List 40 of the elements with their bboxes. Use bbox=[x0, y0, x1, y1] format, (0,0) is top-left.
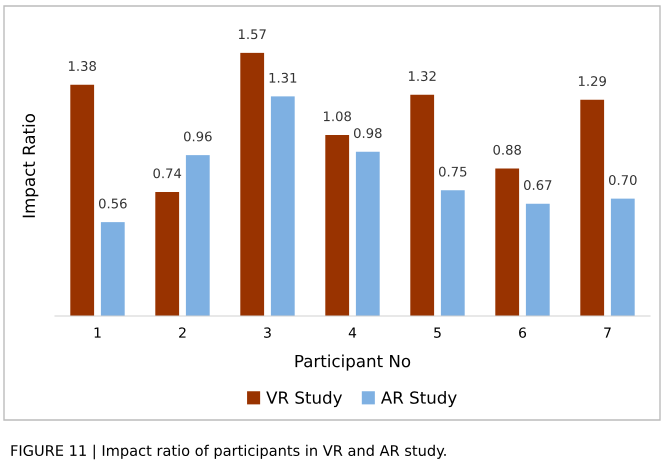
x-tick-label: 1 bbox=[94, 328, 101, 338]
data-label: 1.31 bbox=[270, 72, 296, 83]
data-label: 0.75 bbox=[438, 166, 466, 177]
data-label: 0.96 bbox=[184, 131, 212, 142]
bar bbox=[325, 134, 350, 316]
data-label: 0.56 bbox=[98, 198, 127, 208]
bar bbox=[610, 198, 635, 316]
data-label: 1.57 bbox=[238, 29, 266, 40]
bar bbox=[100, 222, 125, 316]
data-label: 1.08 bbox=[324, 111, 351, 122]
caption: FIGURE 11 | Impact ratio of participants in VR and AR study. bbox=[11, 444, 446, 460]
bar bbox=[356, 152, 380, 316]
data-label: 1.38 bbox=[68, 61, 96, 72]
x-tick-label: 2 bbox=[179, 327, 186, 338]
bar bbox=[186, 155, 210, 316]
bar bbox=[526, 204, 550, 316]
data-label: 1.32 bbox=[408, 71, 436, 82]
bar bbox=[70, 84, 94, 316]
legend-label: AR Study bbox=[380, 391, 457, 408]
bar bbox=[155, 192, 180, 316]
legend-label: VR Study bbox=[266, 391, 342, 408]
bar bbox=[410, 94, 434, 316]
x-tick-label: 6 bbox=[519, 327, 526, 338]
bar bbox=[495, 168, 520, 316]
x-axis-title: Participant No bbox=[296, 354, 410, 371]
bar bbox=[240, 52, 264, 316]
data-label: 0.98 bbox=[354, 128, 382, 138]
bar bbox=[440, 190, 465, 316]
y-axis-title: Impact Ratio bbox=[22, 114, 38, 218]
x-tick-label: 3 bbox=[264, 327, 271, 338]
x-tick-label: 7 bbox=[604, 328, 611, 338]
bar bbox=[580, 100, 604, 316]
x-tick-label: 4 bbox=[348, 328, 356, 338]
x-tick-label: 5 bbox=[434, 328, 441, 338]
data-label: 0.88 bbox=[493, 144, 521, 155]
data-label: 0.74 bbox=[153, 168, 182, 178]
bar bbox=[270, 96, 295, 316]
data-label: 0.70 bbox=[608, 175, 637, 185]
data-label: 0.67 bbox=[524, 180, 552, 190]
data-label: 1.29 bbox=[578, 76, 606, 86]
